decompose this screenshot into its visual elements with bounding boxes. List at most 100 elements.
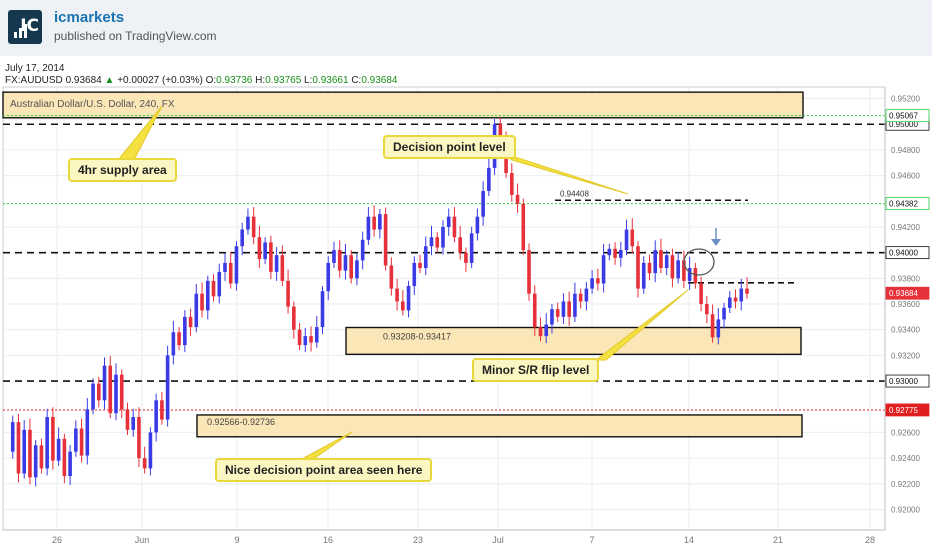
candle-body (538, 327, 543, 337)
price-tick-label: 0.93200 (891, 351, 920, 360)
candle-body (469, 233, 474, 263)
price-change: +0.00027 (+0.03%) (117, 75, 203, 86)
candle-body (360, 239, 365, 261)
candle-body (125, 409, 130, 430)
candle-body (532, 293, 537, 328)
candle-body (326, 262, 331, 292)
candle-body (240, 229, 244, 247)
candle-body (79, 428, 84, 456)
arrow-head (711, 239, 721, 246)
candle-body (171, 332, 176, 356)
candle-body (578, 293, 583, 302)
time-axis: 26 Jun 9 16 23 Jul 7 14 21 28 (3, 529, 885, 545)
candle-body (487, 167, 491, 192)
open-label: O: (205, 75, 217, 86)
candle-body (515, 194, 520, 204)
candle-body (664, 255, 669, 269)
price-tick-label: 0.92200 (891, 480, 920, 489)
level-price-label: 0.94382 (889, 200, 918, 209)
high-value: 0.93765 (265, 75, 302, 86)
price-tick-label: 0.93600 (891, 300, 920, 309)
candle-body (251, 216, 256, 238)
candle-body (521, 203, 526, 251)
candle-body (699, 283, 703, 305)
annotation-4hr-supply: 4hr supply area (68, 158, 177, 182)
candle-body (119, 374, 124, 410)
candle-body (51, 417, 55, 461)
candle-body (177, 332, 181, 346)
candle-body (590, 278, 594, 289)
candle-body (412, 262, 417, 287)
candle-body (710, 314, 715, 338)
candle-body (286, 280, 290, 307)
price-tick-label: 0.94600 (891, 172, 920, 181)
candle-body (670, 255, 675, 279)
candle-body (320, 291, 325, 328)
candle-body (33, 445, 38, 478)
candle-body (188, 316, 193, 328)
candle-body (314, 327, 319, 343)
candle-body (659, 250, 663, 269)
level-price-label: 0.93000 (889, 377, 918, 386)
time-tick-label: Jul (492, 535, 504, 545)
candle-body (687, 268, 692, 281)
candle-body (481, 191, 485, 217)
annotation-nice-decision-area: Nice decision point area seen here (215, 458, 433, 482)
candle-body (16, 422, 21, 474)
candle-body (716, 319, 721, 338)
candle-body (292, 306, 296, 330)
candle-body (28, 429, 32, 478)
candle-body (647, 262, 652, 274)
candle-body (498, 124, 503, 140)
candle-body (475, 216, 480, 234)
chart-title: Australian Dollar/U.S. Dollar, 240, FX (10, 99, 175, 110)
candle-body (636, 246, 640, 289)
candle-body (257, 237, 262, 260)
time-tick-label: 7 (589, 535, 594, 545)
candle-body (148, 432, 153, 469)
candle-body (246, 216, 250, 230)
candle-body (366, 216, 371, 240)
time-tick-label: 28 (865, 535, 875, 545)
candle-body (641, 262, 646, 289)
candle-body (114, 374, 118, 414)
open-value: 0.93736 (216, 75, 253, 86)
candle-body (228, 262, 233, 284)
candle-body (555, 309, 560, 317)
close-value: 0.93684 (361, 75, 398, 86)
level-price-label: 0.92775 (889, 406, 918, 415)
price-tick-label: 0.92600 (891, 428, 920, 437)
candle-body (510, 173, 514, 195)
candle-body (337, 250, 342, 271)
zone-0.92566 (196, 414, 803, 438)
candle-body (464, 252, 468, 263)
symbol: FX:AUDUSD (5, 75, 63, 86)
candle-body (274, 255, 279, 272)
candle-body (567, 301, 571, 317)
circle-marker (683, 248, 715, 276)
price-axis: 0.95200 0.94800 0.94600 0.94200 0.93800 0.936… (884, 87, 920, 530)
icmarkets-logo[interactable]: IC (8, 10, 42, 44)
candle-body (62, 438, 67, 477)
candle-body (383, 214, 388, 266)
candle-body (372, 216, 376, 230)
candle-body (343, 255, 348, 271)
ohlc-bar: FX:AUDUSD 0.93684 ▲ +0.00027 (+0.03%) O:… (5, 75, 397, 86)
time-tick-label: 21 (773, 535, 783, 545)
zone-label-mid: 0.93208-0.93417 (383, 332, 451, 342)
candle-body (142, 458, 147, 469)
author-link[interactable]: icmarkets (54, 9, 125, 26)
candle-body (102, 365, 107, 401)
header: IC icmarkets published on TradingView.co… (0, 0, 932, 56)
candle-body (200, 293, 204, 311)
candle-body (160, 400, 164, 420)
candle-body (205, 280, 210, 311)
published-text: published on TradingView.com (54, 29, 217, 43)
candle-body (418, 262, 422, 269)
price-tick-label: 0.95200 (891, 95, 920, 104)
annotation-decision-point: Decision point level (383, 135, 516, 159)
candle-body (269, 242, 273, 272)
candles (10, 117, 749, 487)
candle-body (309, 336, 313, 343)
